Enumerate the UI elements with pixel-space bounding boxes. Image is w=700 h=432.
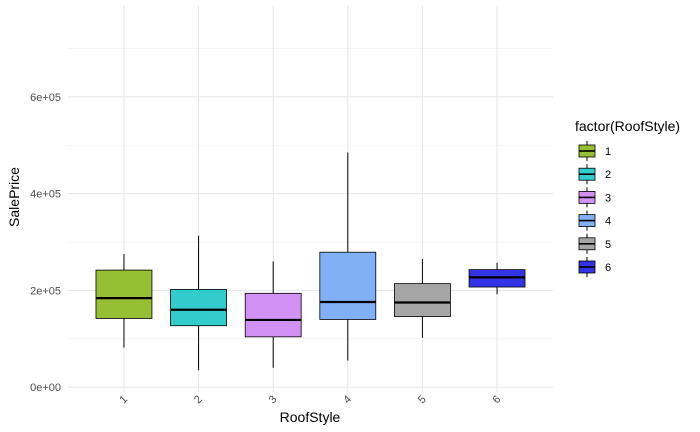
legend-label: 3: [605, 192, 611, 204]
box-body: [394, 283, 451, 317]
box-1: [95, 254, 153, 348]
box-2: [170, 235, 227, 371]
legend-label: 2: [605, 169, 611, 181]
legend-label: 1: [605, 146, 611, 158]
grid-lines: [68, 5, 553, 392]
legend-label: 5: [605, 239, 611, 251]
legend-item-3: 3: [578, 187, 611, 208]
box-5: [394, 258, 451, 338]
legend-title: factor(RoofStyle): [575, 118, 680, 134]
box-body: [170, 289, 227, 327]
legend-item-5: 5: [578, 233, 611, 254]
legend-item-1: 1: [578, 141, 611, 161]
x-tick-label: 1: [117, 393, 130, 406]
x-tick-label: 2: [192, 393, 205, 406]
axes: 0e+00 2e+05 4e+05 6e+05 1 2 3 4 5 6: [30, 92, 503, 406]
y-axis-title: SalePrice: [6, 167, 22, 227]
box-plots: [95, 152, 526, 371]
legend-item-6: 6: [578, 257, 611, 277]
y-tick-label: 6e+05: [30, 92, 61, 104]
x-tick-label: 3: [267, 393, 280, 406]
legend-label: 6: [605, 262, 611, 274]
legend: factor(RoofStyle) 1 2 3 4 5 6: [575, 118, 680, 277]
box-3: [244, 261, 302, 368]
box-body: [95, 269, 153, 319]
x-tick-label: 5: [416, 393, 429, 406]
box-body: [244, 292, 302, 338]
box-4: [319, 152, 377, 361]
legend-label: 4: [605, 216, 611, 228]
y-tick-label: 4e+05: [30, 189, 61, 201]
box-body: [319, 251, 377, 320]
legend-item-2: 2: [578, 164, 611, 185]
x-tick-label: 4: [341, 393, 354, 406]
y-tick-label: 2e+05: [30, 285, 61, 297]
y-tick-label: 0e+00: [30, 382, 61, 394]
legend-item-4: 4: [578, 210, 611, 231]
box-6: [468, 262, 526, 295]
x-tick-label: 6: [491, 393, 504, 406]
x-axis-title: RoofStyle: [280, 409, 341, 425]
